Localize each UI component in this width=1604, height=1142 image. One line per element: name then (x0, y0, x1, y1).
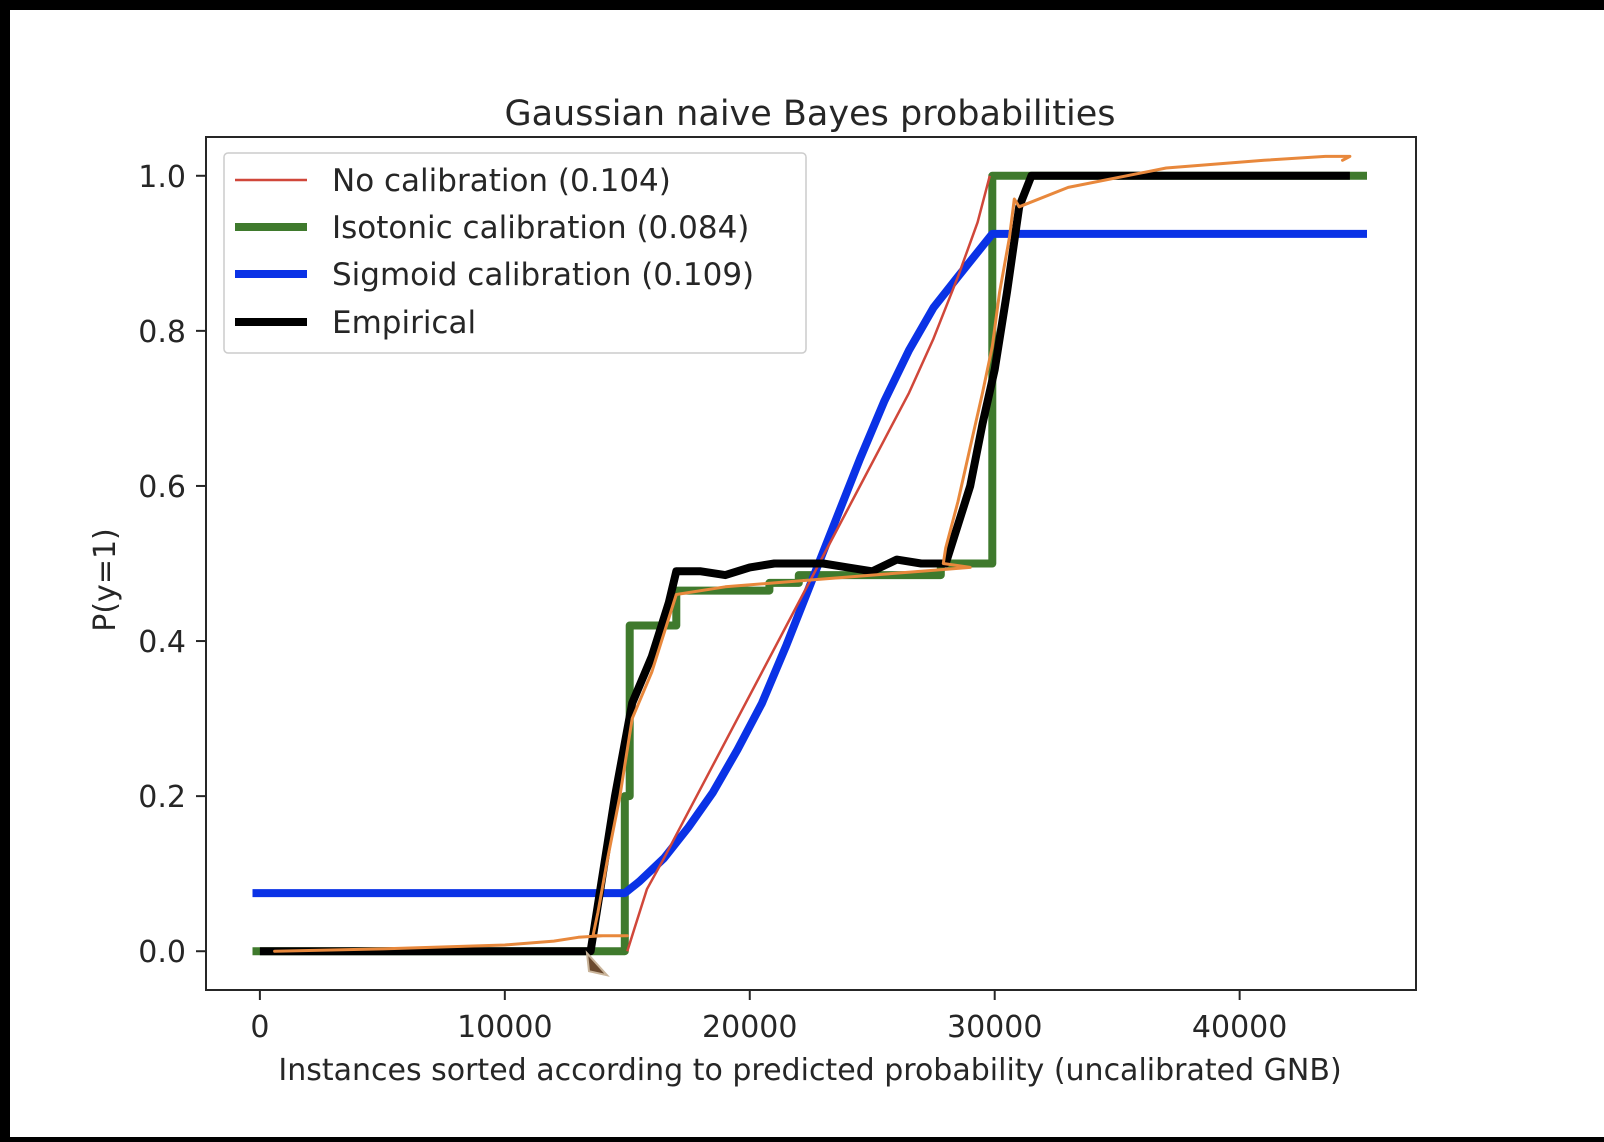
legend-label: Empirical (332, 305, 476, 341)
y-tick-label: 0.2 (138, 780, 186, 815)
chart-title: Gaussian naive Bayes probabilities (504, 94, 1115, 134)
y-tick-label: 0.4 (138, 625, 186, 660)
y-tick-label: 0.8 (138, 315, 186, 350)
series-line-2 (252, 171, 1367, 956)
annotation-stroke (273, 154, 1352, 953)
axes-frame-group (205, 136, 1417, 991)
series-group (252, 154, 1367, 977)
y-tick-label: 1.0 (138, 160, 186, 195)
series-line-3 (252, 229, 1367, 898)
pen-cursor-icon (585, 950, 610, 977)
x-tick-label: 20000 (702, 1010, 797, 1045)
x-tick-label: 30000 (947, 1010, 1042, 1045)
legend-box (223, 152, 807, 354)
y-axis-label: P(y=1) (88, 528, 123, 631)
series-line-4 (259, 171, 1350, 956)
legend-label: No calibration (0.104) (332, 163, 671, 199)
y-tick-label: 0.6 (138, 470, 186, 505)
y-tick-label: 0.0 (138, 935, 186, 970)
chart-svg: Gaussian naive Bayes probabilities 0 1000… (88, 94, 1417, 1088)
legend-label: Isotonic calibration (0.084) (332, 210, 749, 246)
x-axis-label: Instances sorted according to predicted … (278, 1053, 1341, 1088)
legend: No calibration (0.104) Isotonic calibrati… (223, 152, 807, 354)
axes-frame (205, 136, 1417, 991)
chart-figure: Gaussian naive Bayes probabilities 0 1000… (10, 10, 1604, 1137)
series-line-1 (626, 175, 992, 952)
x-tick-label: 40000 (1192, 1010, 1287, 1045)
legend-label: Sigmoid calibration (0.109) (332, 257, 754, 293)
ticks-group: 0 10000 20000 30000 40000 0.0 0.2 0.4 0.6 0.8 1.0 (138, 160, 1287, 1045)
x-tick-label: 10000 (457, 1010, 552, 1045)
x-tick-label: 0 (250, 1010, 269, 1045)
